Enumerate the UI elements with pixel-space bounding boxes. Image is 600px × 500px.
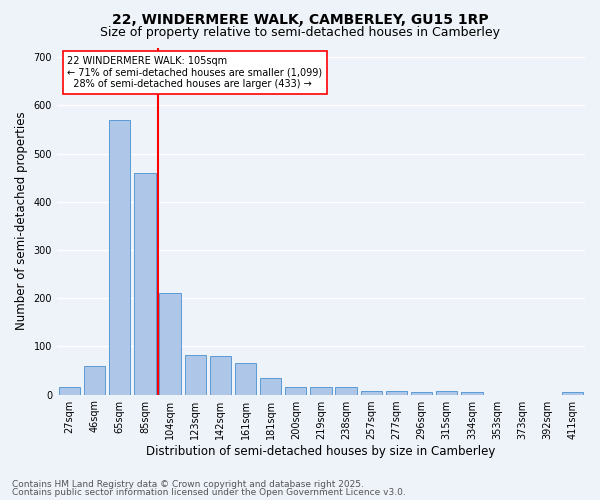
Bar xyxy=(59,388,80,394)
Bar xyxy=(335,388,357,394)
Bar xyxy=(361,390,382,394)
Text: Size of property relative to semi-detached houses in Camberley: Size of property relative to semi-detach… xyxy=(100,26,500,39)
Bar xyxy=(185,355,206,395)
Bar xyxy=(562,392,583,394)
Bar xyxy=(235,363,256,394)
Bar xyxy=(310,388,332,394)
X-axis label: Distribution of semi-detached houses by size in Camberley: Distribution of semi-detached houses by … xyxy=(146,444,496,458)
Text: Contains public sector information licensed under the Open Government Licence v3: Contains public sector information licen… xyxy=(12,488,406,497)
Bar xyxy=(109,120,130,394)
Bar xyxy=(260,378,281,394)
Bar xyxy=(285,388,307,394)
Bar xyxy=(84,366,106,394)
Bar xyxy=(134,173,155,394)
Bar xyxy=(461,392,482,394)
Bar xyxy=(386,390,407,394)
Bar xyxy=(436,390,457,394)
Bar xyxy=(411,392,432,394)
Bar xyxy=(209,356,231,395)
Text: 22, WINDERMERE WALK, CAMBERLEY, GU15 1RP: 22, WINDERMERE WALK, CAMBERLEY, GU15 1RP xyxy=(112,12,488,26)
Y-axis label: Number of semi-detached properties: Number of semi-detached properties xyxy=(15,112,28,330)
Text: 22 WINDERMERE WALK: 105sqm
← 71% of semi-detached houses are smaller (1,099)
  2: 22 WINDERMERE WALK: 105sqm ← 71% of semi… xyxy=(67,56,323,90)
Bar xyxy=(160,294,181,394)
Text: Contains HM Land Registry data © Crown copyright and database right 2025.: Contains HM Land Registry data © Crown c… xyxy=(12,480,364,489)
